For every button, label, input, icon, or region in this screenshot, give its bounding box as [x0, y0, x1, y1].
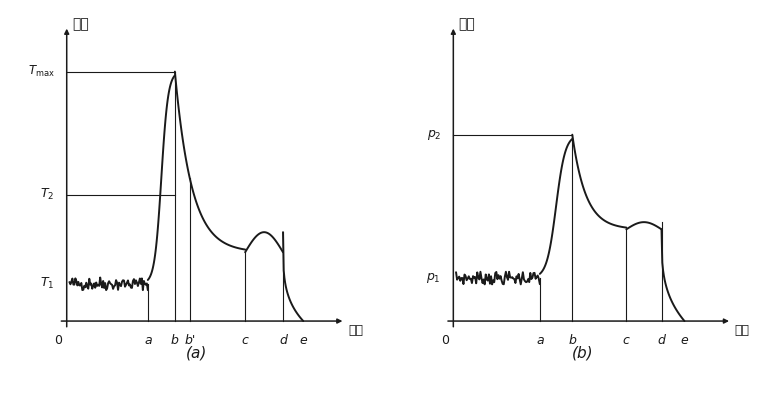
- Text: $T_2$: $T_2$: [40, 187, 55, 202]
- Text: (b): (b): [572, 346, 594, 360]
- Text: 时间: 时间: [348, 324, 363, 337]
- Text: $p_1$: $p_1$: [426, 271, 441, 285]
- Text: $T_1$: $T_1$: [40, 276, 55, 291]
- Text: e: e: [681, 334, 689, 347]
- Text: 扭矩: 扭矩: [72, 18, 89, 32]
- Text: 0: 0: [442, 334, 449, 347]
- Text: b: b: [568, 334, 576, 347]
- Text: b': b': [184, 334, 195, 347]
- Text: 时间: 时间: [734, 324, 749, 337]
- Text: e: e: [299, 334, 307, 347]
- Text: d: d: [279, 334, 287, 347]
- Text: 力値: 力値: [459, 18, 476, 32]
- Text: a: a: [144, 334, 152, 347]
- Text: c: c: [623, 334, 630, 347]
- Text: a: a: [536, 334, 543, 347]
- Text: 0: 0: [55, 334, 62, 347]
- Text: (a): (a): [185, 346, 207, 360]
- Text: $T_{\rm max}$: $T_{\rm max}$: [27, 64, 55, 79]
- Text: $p_2$: $p_2$: [426, 128, 441, 142]
- Text: d: d: [657, 334, 666, 347]
- Text: b: b: [171, 334, 179, 347]
- Text: c: c: [242, 334, 249, 347]
